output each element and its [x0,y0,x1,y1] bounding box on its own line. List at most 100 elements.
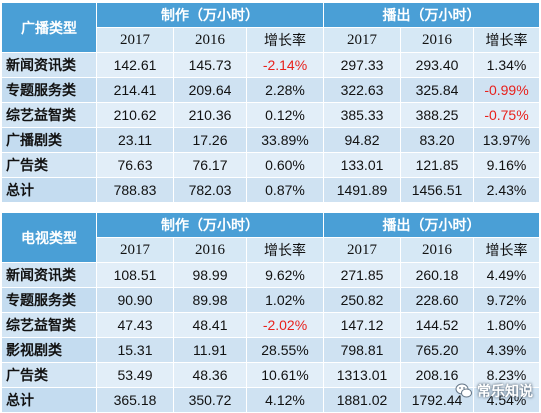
table-cell: 297.33 [323,52,401,78]
table-cell: 9.62% [246,262,324,288]
table-cell: 108.51 [96,262,174,288]
row-label: 专题服务类 [1,287,97,313]
table-row: 新闻资讯类 108.51 98.99 9.62% 271.85 260.18 4… [1,262,540,288]
row-label: 广告类 [1,152,97,178]
table-cell: 0.87% [246,177,324,203]
table-cell: 17.26 [173,127,247,153]
table-cell: 271.85 [323,262,401,288]
table-row-total: 总计 788.83 782.03 0.87% 1491.89 1456.51 2… [1,177,540,203]
col-header-prod-2016: 2016 [173,27,247,53]
col-header-prod-growth: 增长率 [246,27,324,53]
table-cell: 1881.02 [323,387,401,413]
table-cell: 325.84 [400,77,474,103]
row-label: 广播剧类 [1,127,97,153]
table-row: 专题服务类 214.41 209.64 2.28% 322.63 325.84 … [1,77,540,103]
table-cell: 23.11 [96,127,174,153]
table-cell: 788.83 [96,177,174,203]
table-cell: 0.60% [246,152,324,178]
table-cell: 10.61% [246,362,324,388]
watermark-text: 常乐知说 [477,384,533,400]
table-cell: 388.25 [400,102,474,128]
table-row: 综艺益智类 210.62 210.36 0.12% 385.33 388.25 … [1,102,540,128]
table-cell: 33.89% [246,127,324,153]
row-label: 新闻资讯类 [1,262,97,288]
table-cell: 385.33 [323,102,401,128]
table-cell: 47.43 [96,312,174,338]
table-cell: 214.41 [96,77,174,103]
row-label: 综艺益智类 [1,102,97,128]
table-row: 广告类 76.63 76.17 0.60% 133.01 121.85 9.16… [1,152,540,178]
table-cell: 798.81 [323,337,401,363]
table-cell: 76.63 [96,152,174,178]
table-cell: 1313.01 [323,362,401,388]
row-label: 新闻资讯类 [1,52,97,78]
table-cell: 94.82 [323,127,401,153]
table-cell: 782.03 [173,177,247,203]
table-cell: 15.31 [96,337,174,363]
col-header-prod-growth: 增长率 [246,237,324,263]
table-cell: 28.55% [246,337,324,363]
table-cell: -0.75% [473,102,540,128]
row-label: 总计 [1,177,97,203]
table-cell: -2.02% [246,312,324,338]
table-cell: 48.36 [173,362,247,388]
col-header-bc-2016: 2016 [400,237,474,263]
col-header-bc-2016: 2016 [400,27,474,53]
table-cell: -2.14% [246,52,324,78]
col-header-bc-growth: 增长率 [473,237,540,263]
table-cell: 53.49 [96,362,174,388]
table-cell: 210.62 [96,102,174,128]
table-cell: 1.80% [473,312,540,338]
table-cell: 209.64 [173,77,247,103]
col-header-bc-2017: 2017 [323,237,401,263]
table-cell: 250.82 [323,287,401,313]
col-header-prod-2017: 2017 [96,237,174,263]
table-cell: 1456.51 [400,177,474,203]
table-cell: 145.73 [173,52,247,78]
table-row: 影视剧类 15.31 11.91 28.55% 798.81 765.20 4.… [1,337,540,363]
table-cell: 147.12 [323,312,401,338]
table-cell: 365.18 [96,387,174,413]
table-cell: -0.99% [473,77,540,103]
row-label: 总计 [1,387,97,413]
table-cell: 48.41 [173,312,247,338]
table-cell: 0.12% [246,102,324,128]
table-cell: 9.72% [473,287,540,313]
table-cell: 1.02% [246,287,324,313]
table-cell: 90.90 [96,287,174,313]
table-cell: 121.85 [400,152,474,178]
table-cell: 89.98 [173,287,247,313]
radio-stats-table: 广播类型 制作（万小时） 播出（万小时） 2017 2016 增长率 2017 … [1,2,540,203]
table-cell: 4.49% [473,262,540,288]
row-label: 影视剧类 [1,337,97,363]
table-cell: 76.17 [173,152,247,178]
row-label: 广告类 [1,362,97,388]
table-row: 专题服务类 90.90 89.98 1.02% 250.82 228.60 9.… [1,287,540,313]
table-cell: 142.61 [96,52,174,78]
col-header-bc-growth: 增长率 [473,27,540,53]
col-header-bc-2017: 2017 [323,27,401,53]
table-cell: 350.72 [173,387,247,413]
production-group-header: 制作（万小时） [96,212,324,238]
type-header: 电视类型 [1,212,97,263]
table-row: 新闻资讯类 142.61 145.73 -2.14% 297.33 293.40… [1,52,540,78]
broadcast-group-header: 播出（万小时） [323,212,540,238]
watermark: 常乐知说 [455,381,533,401]
table-cell: 2.28% [246,77,324,103]
table-cell: 4.12% [246,387,324,413]
table-row: 综艺益智类 47.43 48.41 -2.02% 147.12 144.52 1… [1,312,540,338]
table-cell: 260.18 [400,262,474,288]
table-cell: 293.40 [400,52,474,78]
table-cell: 144.52 [400,312,474,338]
table-cell: 228.60 [400,287,474,313]
row-label: 专题服务类 [1,77,97,103]
type-header: 广播类型 [1,2,97,53]
wechat-icon [455,382,473,400]
table-cell: 1.34% [473,52,540,78]
production-group-header: 制作（万小时） [96,2,324,28]
table-cell: 2.43% [473,177,540,203]
table-cell: 210.36 [173,102,247,128]
row-label: 综艺益智类 [1,312,97,338]
table-cell: 83.20 [400,127,474,153]
table-cell: 11.91 [173,337,247,363]
